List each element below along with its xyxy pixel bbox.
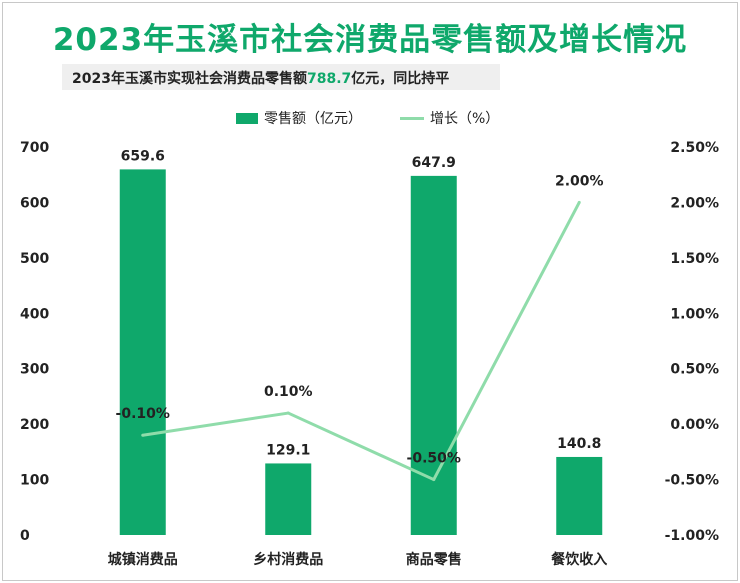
y-right-tick-label: -0.50% xyxy=(665,473,719,489)
growth-point xyxy=(432,478,436,482)
legend-line-label: 增长（%） xyxy=(430,111,500,127)
line-data-label: 2.00% xyxy=(555,173,604,189)
line-data-label: -0.10% xyxy=(116,406,170,422)
bar-data-label: 647.9 xyxy=(412,155,456,171)
y-right-tick-label: 0.00% xyxy=(670,417,719,433)
y-left-tick-label: 600 xyxy=(20,195,49,211)
subtitle-prefix: 2023年玉溪市实现社会消费品零售额 xyxy=(72,71,307,87)
y-left-tick-label: 300 xyxy=(20,362,49,378)
legend: 零售额（亿元） 增长（%） xyxy=(0,106,740,130)
legend-line-swatch xyxy=(400,116,424,120)
y-right-tick-label: 2.00% xyxy=(670,195,719,211)
y-right-tick-label: 2.50% xyxy=(670,140,719,156)
legend-bar-swatch xyxy=(236,112,258,124)
bar xyxy=(410,175,457,535)
growth-line xyxy=(142,201,581,482)
subtitle-box: 2023年玉溪市实现社会消费品零售额788.7亿元，同比持平 xyxy=(62,64,500,90)
legend-item-bar: 零售额（亿元） xyxy=(236,108,362,128)
growth-point xyxy=(577,200,581,204)
line-data-label: 0.10% xyxy=(264,384,313,400)
bar xyxy=(265,463,312,535)
x-category-label: 商品零售 xyxy=(406,551,462,568)
y-left-tick-label: 700 xyxy=(20,140,49,156)
x-category-label: 城镇消费品 xyxy=(108,551,178,568)
y-right-tick-label: 1.00% xyxy=(670,306,719,322)
y-left-tick-label: 0 xyxy=(20,528,30,544)
y-right-tick-label: -1.00% xyxy=(665,528,719,544)
legend-bar-label: 零售额（亿元） xyxy=(264,111,362,127)
bar xyxy=(556,456,603,535)
y-left-tick-label: 200 xyxy=(20,417,49,433)
x-category-label: 餐饮收入 xyxy=(550,551,607,568)
subtitle-value: 788.7 xyxy=(306,71,352,87)
y-left-tick-label: 500 xyxy=(20,251,49,267)
line-data-label: -0.50% xyxy=(407,451,461,467)
legend-item-line: 增长（%） xyxy=(400,108,499,128)
bar-data-label: 140.8 xyxy=(557,436,601,452)
bar-data-label: 129.1 xyxy=(266,442,310,458)
subtitle-suffix: 亿元，同比持平 xyxy=(351,71,450,87)
subtitle: 2023年玉溪市实现社会消费品零售额788.7亿元，同比持平 xyxy=(72,68,449,88)
growth-point xyxy=(286,411,290,415)
x-category-label: 乡村消费品 xyxy=(253,551,323,568)
bar xyxy=(119,169,166,536)
bar-data-label: 659.6 xyxy=(121,148,165,164)
y-left-tick-label: 100 xyxy=(20,473,49,489)
y-right-tick-label: 0.50% xyxy=(670,362,719,378)
y-left-tick-label: 400 xyxy=(20,306,49,322)
y-right-tick-label: 1.50% xyxy=(670,251,719,267)
growth-point xyxy=(141,433,145,437)
chart-title: 2023年玉溪市社会消费品零售额及增长情况 xyxy=(52,22,688,58)
